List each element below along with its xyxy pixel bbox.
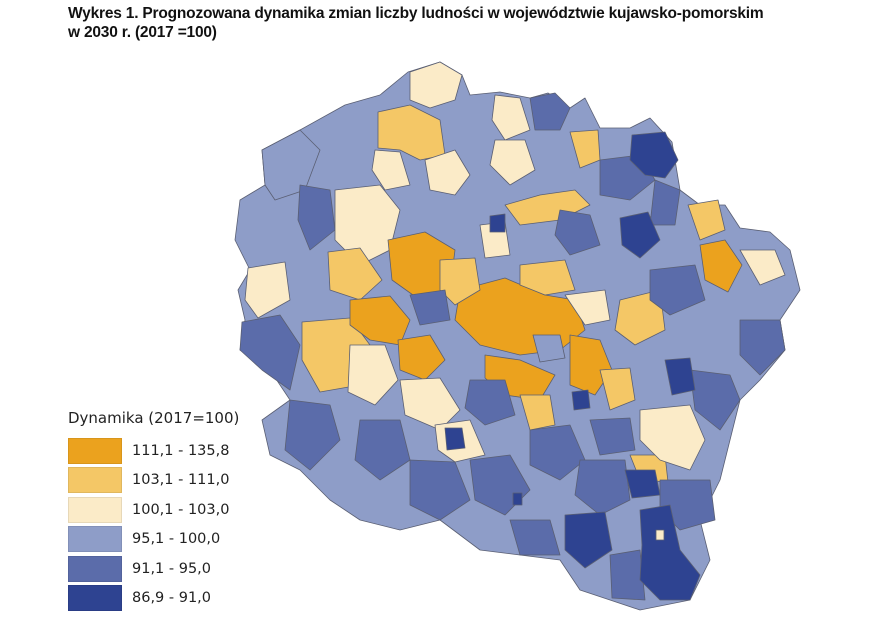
chart-title-line-1: Wykres 1. Prognozowana dynamika zmian li…	[68, 5, 764, 22]
legend-item: 95,1 - 100,0	[68, 525, 268, 555]
legend-swatch	[68, 526, 122, 553]
legend-item: 86,9 - 91,0	[68, 584, 268, 614]
legend-item: 91,1 - 95,0	[68, 554, 268, 584]
legend-label: 86,9 - 91,0	[132, 590, 212, 607]
legend-swatch	[68, 585, 122, 612]
legend-swatch	[68, 437, 122, 464]
legend-label: 91,1 - 95,0	[132, 560, 212, 577]
legend-label: 103,1 - 111,0	[132, 472, 230, 489]
chart-title: Wykres 1. Prognozowana dynamika zmian li…	[68, 4, 878, 42]
legend-item: 111,1 - 135,8	[68, 436, 268, 466]
legend-title: Dynamika (2017=100)	[68, 409, 240, 427]
legend-swatch	[68, 555, 122, 582]
legend-label: 111,1 - 135,8	[132, 442, 230, 459]
legend-label: 95,1 - 100,0	[132, 531, 221, 548]
chart-title-line-2: w 2030 r. (2017 =100)	[68, 24, 217, 41]
legend-label: 100,1 - 103,0	[132, 501, 230, 518]
legend-item: 103,1 - 111,0	[68, 466, 268, 496]
legend-swatch	[68, 467, 122, 494]
legend: Dynamika (2017=100) 111,1 - 135,8 103,1 …	[68, 409, 268, 613]
legend-item: 100,1 - 103,0	[68, 495, 268, 525]
legend-swatch	[68, 496, 122, 523]
